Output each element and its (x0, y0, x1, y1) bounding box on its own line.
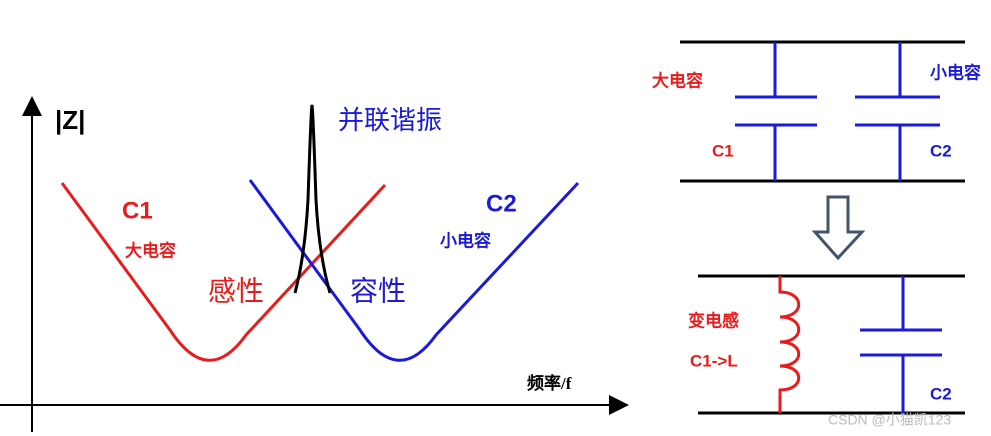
y-label: |Z| (55, 105, 85, 135)
resonance-label: 并联谐振 (338, 105, 442, 135)
curve1-name: C1 (122, 197, 153, 224)
curve-c1 (60, 182, 387, 362)
curve2-region: 容性 (350, 275, 406, 306)
cap1-name: C1 (712, 141, 734, 160)
down-arrow (811, 195, 866, 261)
cap1-desc: 大电容 (652, 70, 703, 90)
curve2-desc: 小电容 (440, 230, 491, 250)
curve1-desc: 大电容 (125, 240, 176, 260)
resonance-peak (293, 104, 332, 294)
circuit-bottom (698, 274, 965, 415)
curve2-name: C2 (486, 190, 517, 217)
inductor-name: C1->L (690, 351, 738, 370)
axes (0, 96, 629, 432)
cap2-desc: 小电容 (930, 62, 981, 82)
curve1-region: 感性 (208, 275, 264, 306)
curve-c2 (248, 179, 580, 362)
cap-name: C2 (930, 384, 952, 403)
inductor-desc: 变电感 (688, 310, 739, 330)
cap2-name: C2 (930, 141, 952, 160)
watermark: CSDN @小猫凯123 (828, 412, 951, 428)
x-label: 频率/f (527, 373, 572, 393)
circuit-top (680, 40, 965, 183)
